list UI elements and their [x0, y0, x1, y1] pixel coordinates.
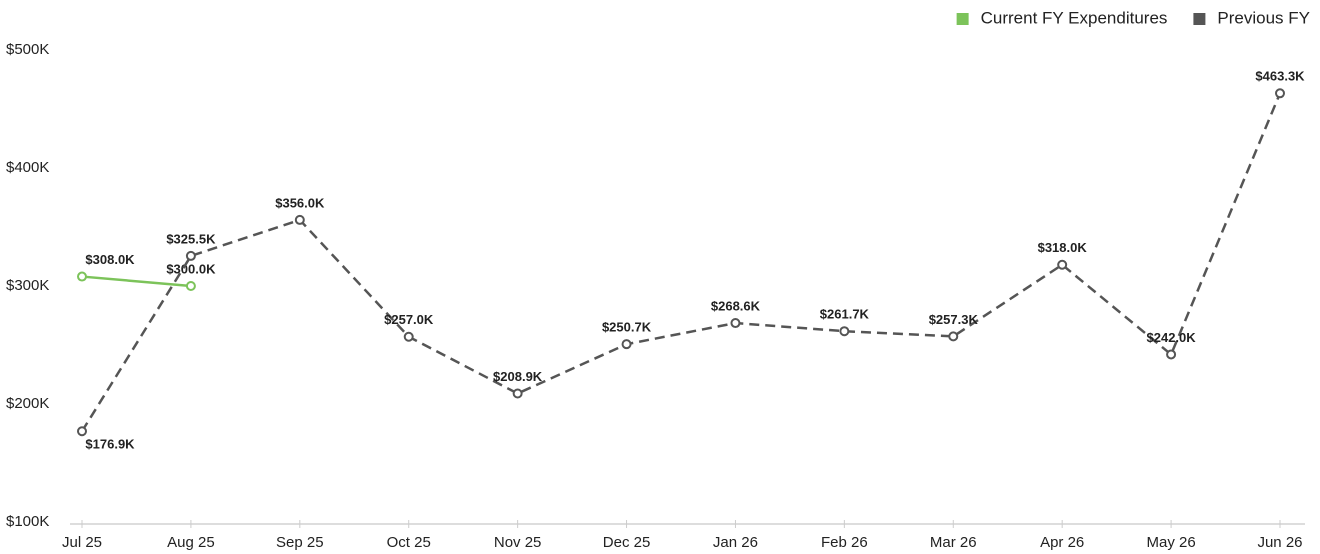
x-tick-label: Jan 26	[713, 534, 758, 551]
legend-swatch[interactable]	[956, 13, 969, 25]
point[interactable]	[403, 331, 414, 342]
x-tick-label: May 26	[1146, 534, 1195, 551]
point[interactable]	[839, 326, 850, 337]
x-tick-label: Feb 26	[821, 534, 868, 551]
value-label: $261.7K	[820, 307, 870, 322]
x-tick-label: Oct 25	[387, 534, 431, 551]
legend-label[interactable]: Current FY Expenditures	[981, 8, 1168, 27]
value-label: $242.0K	[1147, 330, 1197, 345]
x-tick-label: Jul 25	[62, 534, 102, 551]
value-label: $325.5K	[166, 231, 216, 246]
value-label: $300.0K	[166, 261, 216, 276]
x-tick-label: Sep 25	[276, 534, 324, 551]
value-label: $356.0K	[275, 195, 325, 210]
value-label: $257.3K	[929, 312, 979, 327]
x-tick-label: Aug 25	[167, 534, 215, 551]
point[interactable]	[948, 331, 959, 342]
point[interactable]	[185, 250, 196, 261]
x-tick-label: Nov 25	[494, 534, 542, 551]
point[interactable]	[621, 339, 632, 350]
point[interactable]	[730, 318, 741, 329]
point[interactable]	[1166, 349, 1177, 360]
y-tick-label: $400K	[6, 159, 49, 176]
point[interactable]	[294, 214, 305, 225]
x-tick-label: Mar 26	[930, 534, 977, 551]
value-label: $208.9K	[493, 369, 543, 384]
value-label: $257.0K	[384, 312, 434, 327]
x-tick-label: Dec 25	[603, 534, 651, 551]
series-line	[80, 92, 1282, 432]
value-label: $176.9K	[85, 437, 135, 452]
point[interactable]	[1057, 259, 1068, 270]
y-tick-label: $300K	[6, 277, 49, 294]
value-label: $250.7K	[602, 320, 652, 335]
value-label: $463.3K	[1255, 69, 1305, 84]
legend-label[interactable]: Previous FY	[1217, 8, 1310, 27]
value-label: $318.0K	[1038, 240, 1088, 255]
x-tick-label: Apr 26	[1040, 534, 1084, 551]
y-tick-label: $100K	[6, 513, 49, 530]
legend-swatch[interactable]	[1193, 13, 1206, 25]
point[interactable]	[77, 271, 87, 282]
x-tick-label: Jun 26	[1257, 534, 1302, 551]
series-line	[81, 275, 192, 288]
point[interactable]	[512, 388, 523, 399]
value-label: $268.6K	[711, 298, 761, 313]
point[interactable]	[77, 426, 87, 437]
y-tick-label: $500K	[6, 41, 49, 58]
value-label: $308.0K	[85, 252, 135, 267]
point[interactable]	[1275, 88, 1285, 99]
point[interactable]	[185, 281, 196, 291]
y-tick-label: $200K	[6, 395, 49, 412]
